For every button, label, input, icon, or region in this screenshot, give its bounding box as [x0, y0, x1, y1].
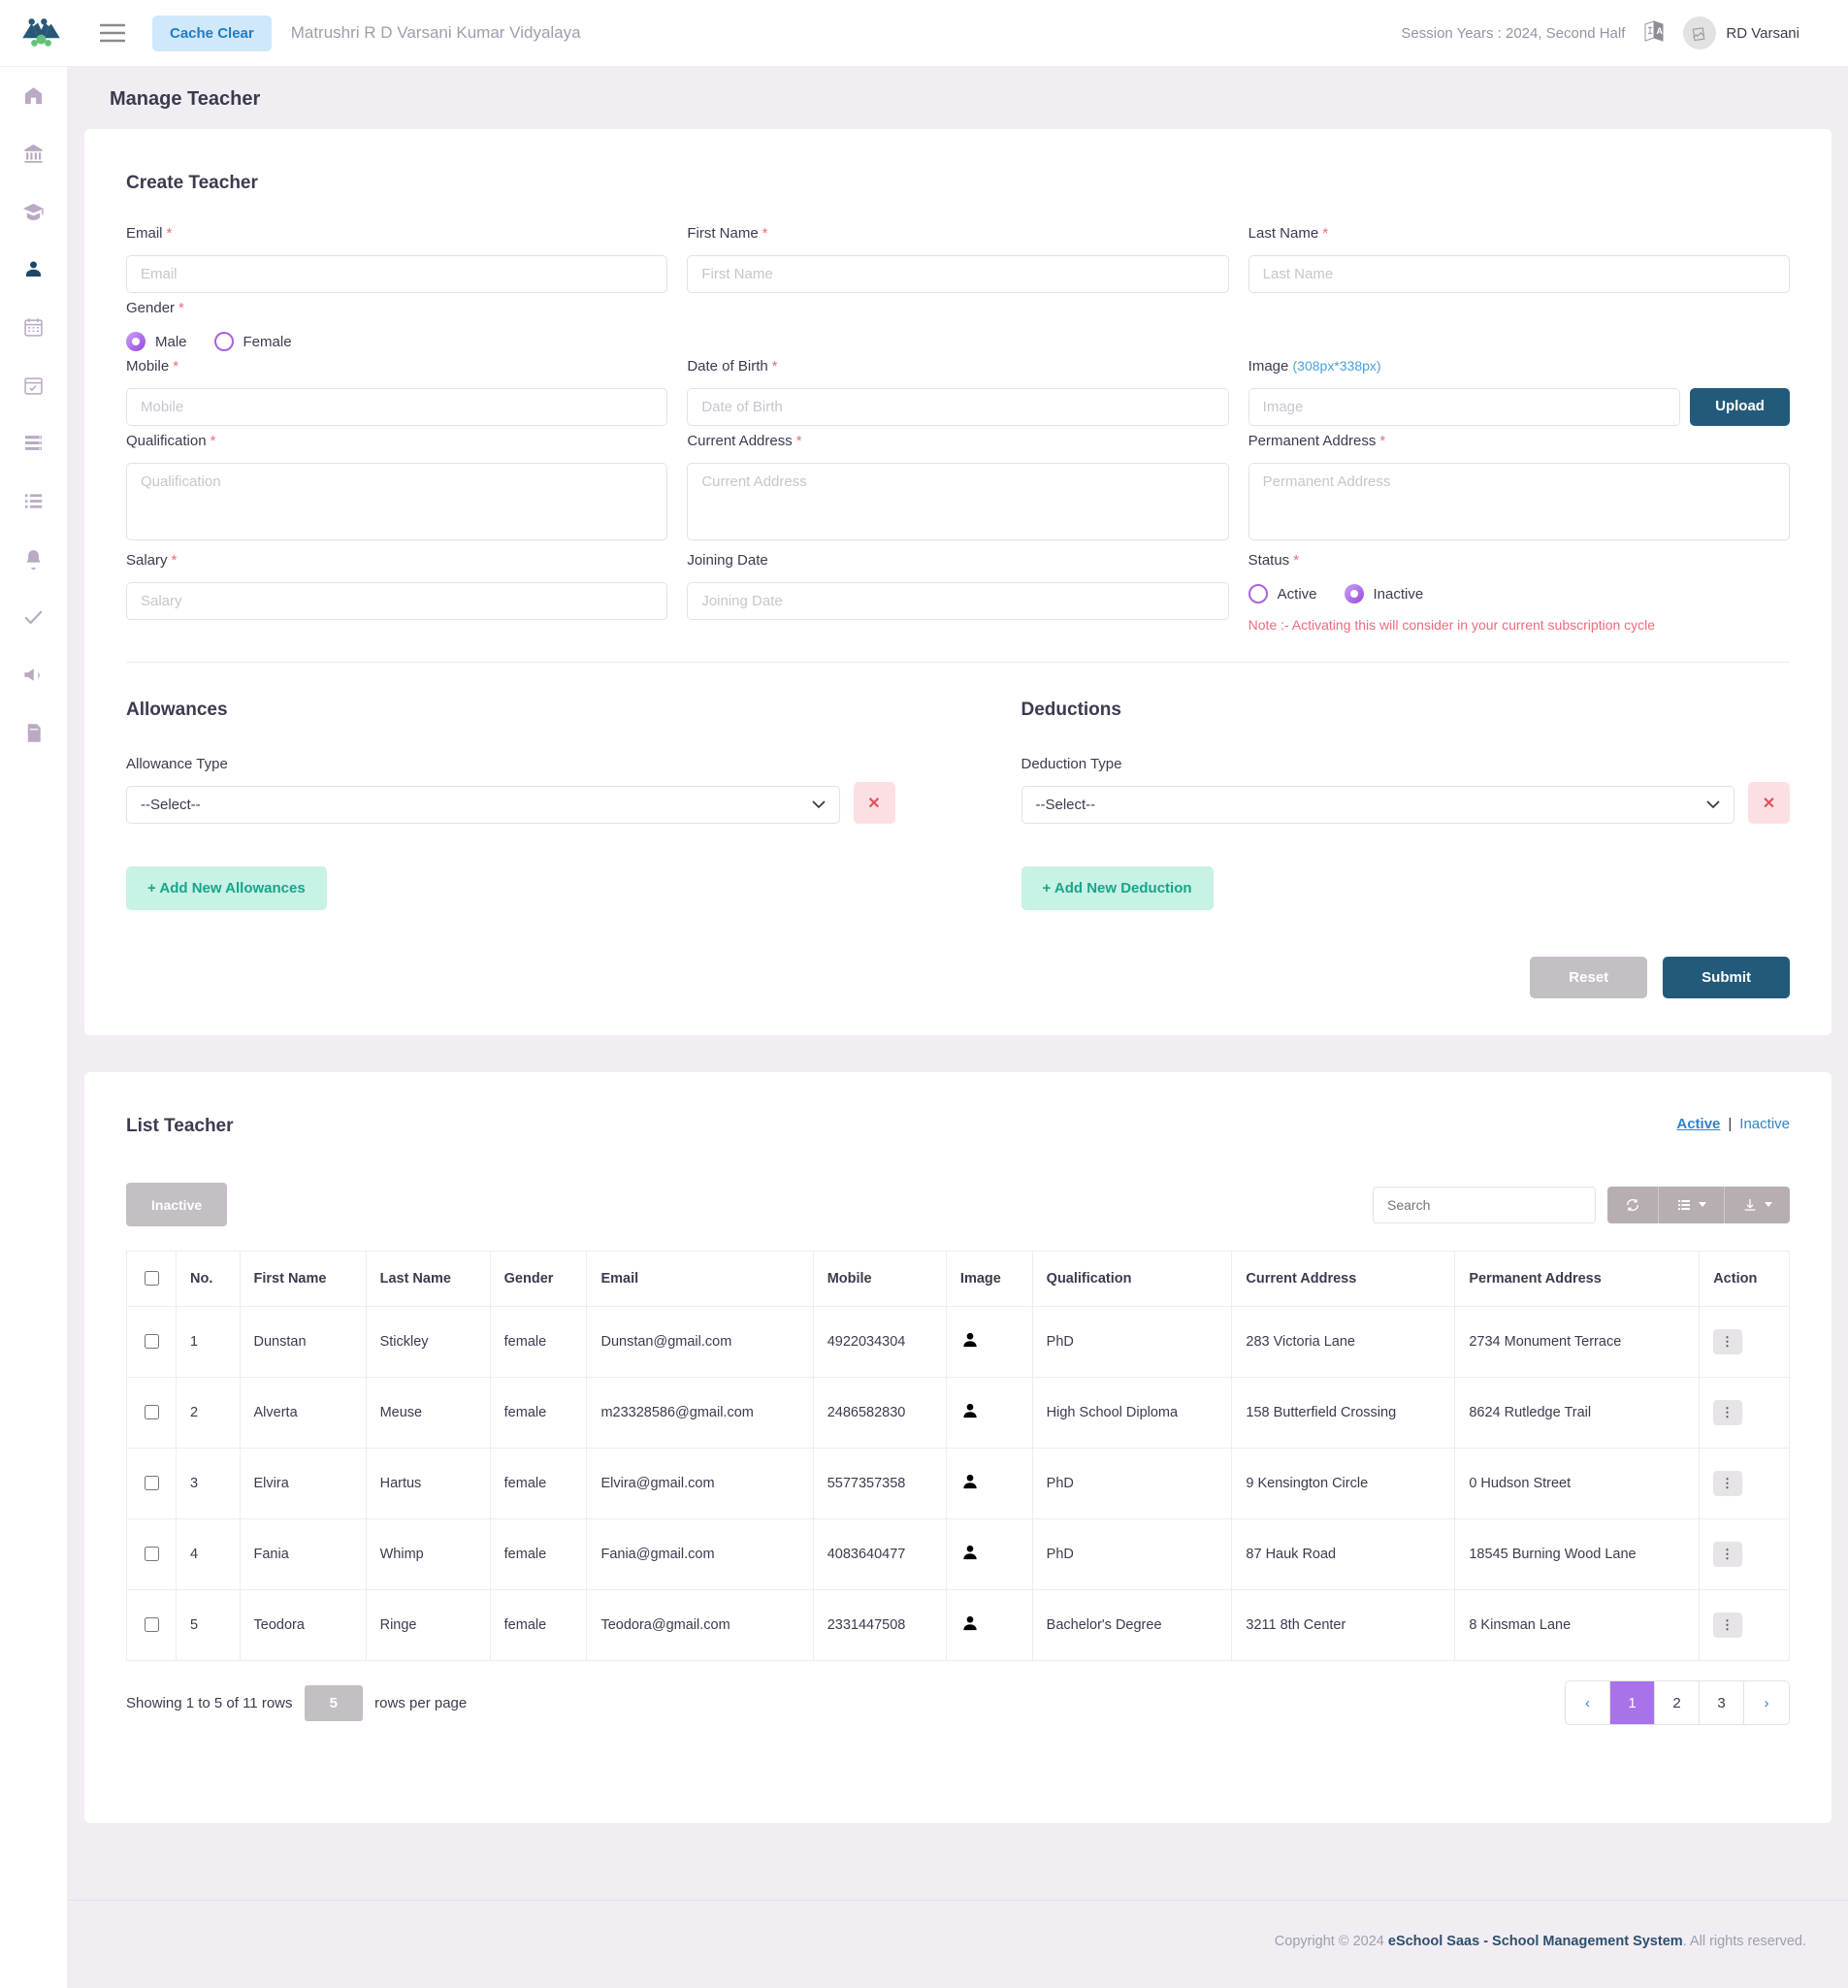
- svg-text:A: A: [1657, 26, 1664, 36]
